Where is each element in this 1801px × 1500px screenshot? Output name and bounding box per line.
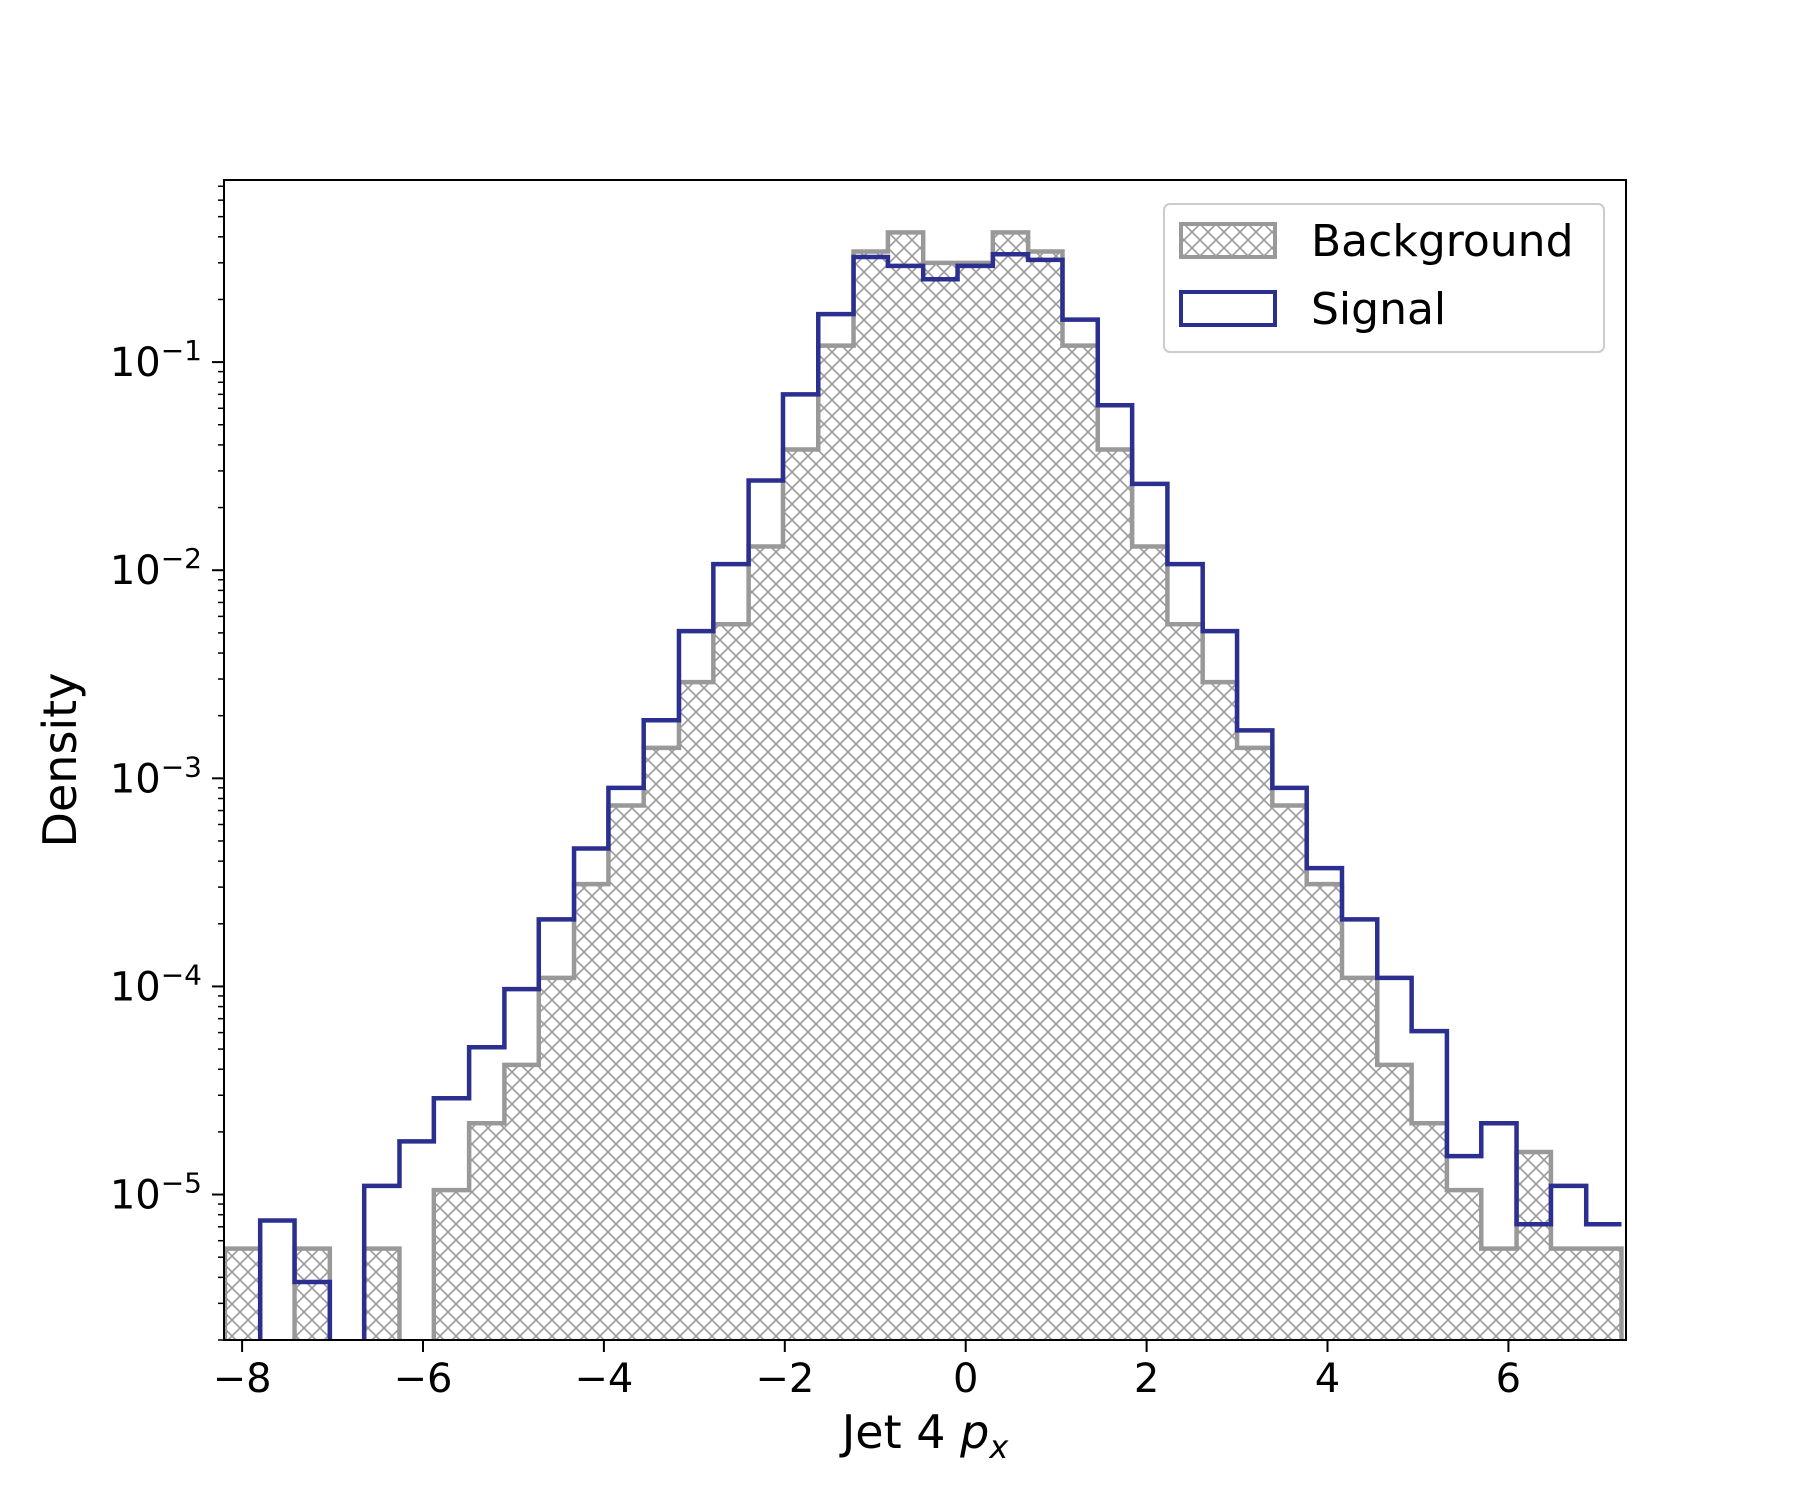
background-bar	[1550, 1248, 1587, 1340]
y-tick-label: 10−3	[110, 750, 202, 802]
signal-step-line	[257, 251, 1622, 1340]
legend-label-signal: Signal	[1311, 284, 1446, 335]
background-bar	[818, 345, 854, 1340]
background-bar	[1516, 1152, 1551, 1340]
background-bar	[957, 262, 993, 1340]
x-tick-label: −2	[755, 1356, 814, 1402]
background-bar	[1411, 1123, 1447, 1340]
background-bar	[1062, 345, 1098, 1340]
background-bar	[538, 977, 575, 1340]
background-bar	[364, 1248, 400, 1340]
background-bar	[1481, 1248, 1517, 1340]
background-bar	[1446, 1190, 1482, 1340]
y-tick-label: 10−4	[110, 958, 202, 1010]
x-tick-label: 6	[1496, 1356, 1521, 1402]
background-bar	[643, 747, 679, 1340]
background-bar	[748, 546, 783, 1340]
x-tick-label: 2	[1134, 1356, 1159, 1402]
background-bar	[504, 1064, 539, 1340]
background-bar	[469, 1123, 505, 1340]
x-axis-title: Jet 4 px	[839, 1405, 1010, 1466]
background-bar	[1341, 977, 1378, 1340]
background-bar	[1202, 682, 1238, 1340]
y-tick-label: 10−5	[110, 1167, 202, 1219]
x-axis: −8 −6 −4 −2 0 2 4 6	[213, 1340, 1521, 1402]
background-bar	[887, 232, 924, 1340]
background-bar	[433, 1190, 470, 1340]
background-bar	[1237, 747, 1273, 1340]
background-bar	[224, 1248, 261, 1340]
background-bar	[1586, 1248, 1622, 1340]
legend-label-background: Background	[1311, 216, 1574, 267]
background-bar	[782, 449, 819, 1340]
background-bar	[678, 682, 714, 1340]
x-tick-label: −6	[394, 1356, 453, 1402]
legend: Background Signal	[1163, 203, 1605, 353]
y-tick-label: 10−2	[110, 542, 202, 594]
background-bar	[923, 262, 958, 1340]
y-axis: 10−5 10−4 10−3 10−2 10−1	[110, 185, 224, 1341]
legend-swatch-background	[1179, 222, 1277, 259]
x-tick-label: 4	[1315, 1356, 1340, 1402]
legend-swatch-signal	[1179, 290, 1277, 327]
background-bar	[1097, 449, 1133, 1340]
background-bar	[1167, 624, 1203, 1340]
x-tick-label: −8	[213, 1356, 272, 1402]
background-bar	[1028, 251, 1063, 1340]
background-bar	[574, 884, 609, 1340]
background-bar	[1306, 884, 1342, 1340]
x-axis-title-var: p	[959, 1405, 989, 1459]
x-axis-title-main: Jet 4	[839, 1405, 960, 1459]
y-axis-title: Density	[33, 673, 87, 848]
background-bar	[608, 805, 644, 1340]
y-tick-label: 10−1	[110, 334, 202, 386]
bars-layer	[224, 230, 1624, 1340]
background-bar	[1377, 1064, 1412, 1340]
background-bar	[713, 624, 749, 1340]
x-axis-title-sub: x	[988, 1428, 1009, 1466]
background-bar	[992, 232, 1029, 1340]
x-tick-label: −4	[574, 1356, 633, 1402]
background-bar	[1272, 805, 1307, 1340]
background-bar	[853, 251, 888, 1340]
background-bar	[1132, 546, 1168, 1340]
x-tick-label: 0	[953, 1356, 978, 1402]
background-bar	[294, 1248, 330, 1340]
plot-frame	[223, 179, 1627, 1341]
background-outline	[224, 230, 1624, 1340]
signal-layer	[257, 251, 1622, 1340]
